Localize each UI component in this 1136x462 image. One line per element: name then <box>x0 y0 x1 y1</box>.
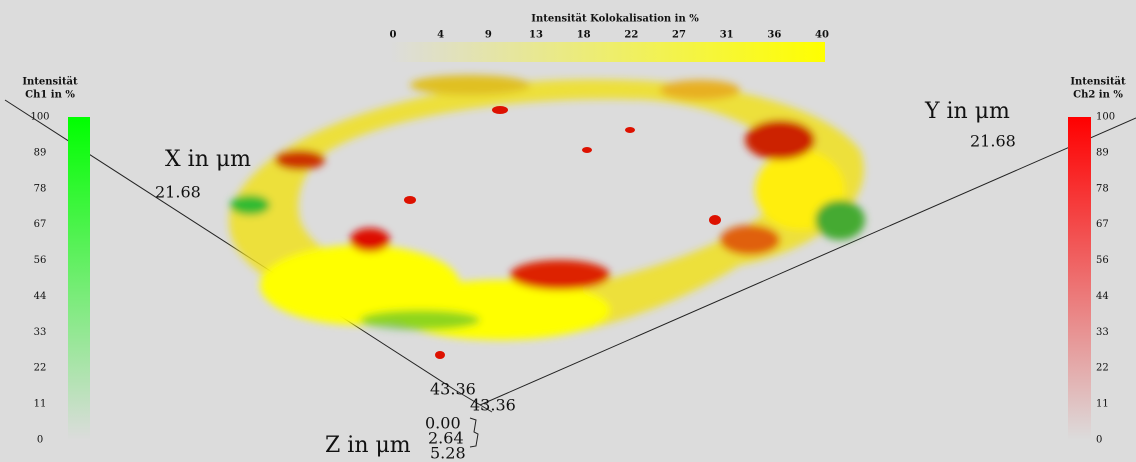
axis-value: 21.68 <box>970 132 1016 151</box>
colorbar-tick-label: 22 <box>34 363 47 374</box>
colocalization-colorbar <box>390 42 825 62</box>
colorbar-tick-label: 78 <box>1096 183 1109 194</box>
colorbar-tick-label: 67 <box>1096 219 1109 230</box>
colorbar-tick-label: 89 <box>34 147 47 158</box>
colorbar-tick-label: 56 <box>34 255 47 266</box>
ch1-colorbar <box>68 117 90 440</box>
colorbar-tick-label: 33 <box>34 327 47 338</box>
axis-value: 43.36 <box>470 396 516 415</box>
colorbar-tick-label: 0 <box>1096 435 1102 446</box>
page: {"top_colorbar": {"title": "Intensität K… <box>0 0 1136 462</box>
colorbar-tick-label: 18 <box>577 30 591 41</box>
axis-value: 21.68 <box>155 183 201 202</box>
axis-label: Z in μm <box>325 433 411 458</box>
colorbar-tick-label: 13 <box>529 30 543 41</box>
axis-value: 43.36 <box>430 380 476 399</box>
colorbar-tick-label: 67 <box>34 219 47 230</box>
colorbar-tick-label: 78 <box>34 183 47 194</box>
colorbar-tick-label: 22 <box>1096 363 1109 374</box>
ch2-colorbar <box>1068 117 1091 440</box>
colorbar-tick-label: 40 <box>815 30 829 41</box>
colorbar-tick-label: 36 <box>767 30 781 41</box>
viewer: Intensität Kolokalisation in % Intensitä… <box>0 0 1136 462</box>
colorbar-tick-label: 100 <box>1096 112 1115 123</box>
colorbar-tick-label: 27 <box>672 30 686 41</box>
colorbar-tick-label: 89 <box>1096 147 1109 158</box>
colorbar-tick-label: 0 <box>390 30 397 41</box>
colorbar-tick-label: 31 <box>720 30 734 41</box>
colorbar-tick-label: 22 <box>624 30 638 41</box>
colorbar-title: Intensität Kolokalisation in % <box>531 14 699 25</box>
colorbar-title: Intensität <box>1070 77 1126 88</box>
colorbar-tick-label: 4 <box>437 30 444 41</box>
axis-label: X in μm <box>165 147 251 172</box>
cell-rendering <box>229 75 865 340</box>
colorbar-title: Ch1 in % <box>25 90 75 101</box>
colorbar-tick-label: 11 <box>34 399 47 410</box>
colorbar-tick-label: 44 <box>34 291 47 302</box>
axis-value: 5.28 <box>430 444 466 462</box>
colorbar-tick-label: 56 <box>1096 255 1109 266</box>
colorbar-tick-label: 100 <box>30 112 49 123</box>
colorbar-tick-label: 11 <box>1096 399 1109 410</box>
colorbar-title: Ch2 in % <box>1073 90 1123 101</box>
colorbar-tick-label: 0 <box>37 435 43 446</box>
colorbar-tick-label: 9 <box>485 30 492 41</box>
colorbar-tick-label: 33 <box>1096 327 1109 338</box>
axis-label: Y in μm <box>924 99 1010 124</box>
colorbar-tick-label: 44 <box>1096 291 1109 302</box>
colorbar-title: Intensität <box>22 77 78 88</box>
